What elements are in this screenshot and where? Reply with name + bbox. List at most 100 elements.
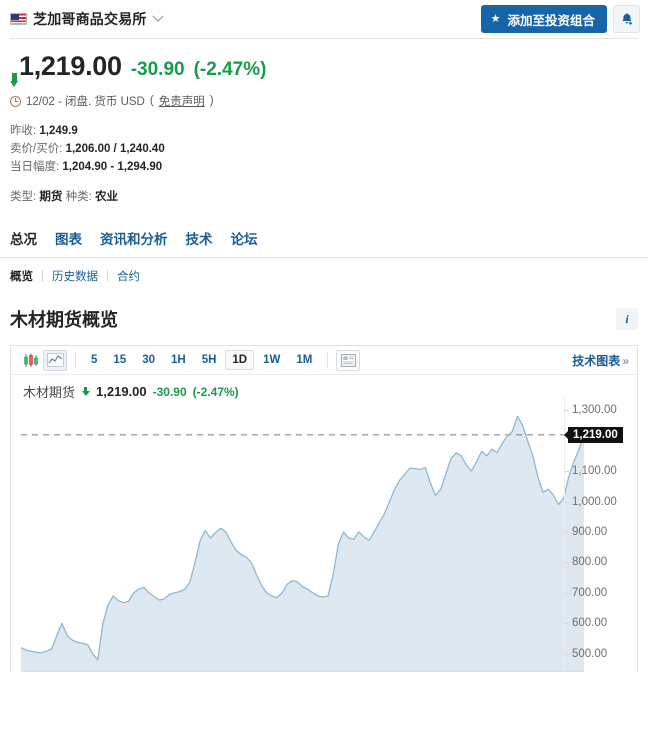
tab-overview[interactable]: 总况 <box>10 232 37 247</box>
clock-icon <box>10 95 21 107</box>
chart-plot-area[interactable]: 500.00 600.00 700.00 800.00 900.00 1,000.00 1,… <box>11 398 637 672</box>
timeframe-5[interactable]: 5 <box>91 354 98 366</box>
y-axis-tick-label: 1,300.00 <box>565 404 617 416</box>
subtab-overview[interactable]: 概览 <box>10 271 33 283</box>
area-fill <box>21 416 584 672</box>
y-axis-tick-label: 700.00 <box>565 587 607 599</box>
price-change-percent: (-2.47%) <box>193 59 267 80</box>
y-axis: 500.00 600.00 700.00 800.00 900.00 1,000.00 1,… <box>564 398 637 672</box>
category-label: 种类: <box>65 191 92 203</box>
subtab-separator: | <box>41 270 44 282</box>
stat-row: 昨收: 1,249.9 <box>10 122 638 140</box>
technical-chart-label: 技术图表 <box>572 353 621 368</box>
subtab-historical-data[interactable]: 历史数据 <box>52 271 98 283</box>
disclaimer-link[interactable]: 免责声明 <box>158 96 205 108</box>
line-chart-button[interactable] <box>43 349 67 371</box>
create-alert-button[interactable] <box>613 5 640 33</box>
stat-row: 卖价/买价: 1,206.00 / 1,240.40 <box>10 140 638 158</box>
disclaimer-paren-close: ) <box>209 95 214 107</box>
y-axis-tick-mark <box>565 653 569 655</box>
timeframe-list: 5 15 30 1H 5H 1D 1W 1M <box>84 350 319 370</box>
tab-charts[interactable]: 图表 <box>55 232 82 247</box>
y-axis-tick-mark <box>565 562 569 564</box>
main-tabs: 总况 图表 资讯和分析 技术 论坛 <box>10 224 638 257</box>
stat-label: 当日幅度: <box>10 161 60 173</box>
add-to-portfolio-button[interactable]: ★ 添加至投资组合 <box>480 5 607 33</box>
price-change: -30.90 <box>130 59 185 80</box>
market-status-line: 12/02 - 闭盘. 货币 USD (免责声明) <box>10 93 638 109</box>
type-value: 期货 <box>39 191 63 203</box>
timeframe-1m[interactable]: 1M <box>296 354 313 366</box>
header-actions: ★ 添加至投资组合 <box>480 5 640 33</box>
header-divider <box>10 38 638 39</box>
star-icon: ★ <box>490 12 501 25</box>
main-tabs-bar: 总况 图表 资讯和分析 技术 论坛 <box>0 224 648 258</box>
toolbar-separator <box>327 352 329 368</box>
chart-legend-change-percent: (-2.47%) <box>192 384 239 399</box>
y-axis-tick-label: 600.00 <box>565 617 607 629</box>
y-axis-tick-label: 1,000.00 <box>565 496 617 508</box>
tab-forum[interactable]: 论坛 <box>230 232 258 247</box>
current-price-badge: 1,219.00 <box>564 426 623 443</box>
timeframe-1d[interactable]: 1D <box>225 350 255 370</box>
y-axis-tick-label: 1,100.00 <box>565 465 617 477</box>
y-axis-tick-mark <box>565 410 569 412</box>
price-line <box>21 415 584 661</box>
y-axis-tick-label: 500.00 <box>565 648 607 660</box>
toolbar-separator <box>75 352 76 368</box>
timeframe-1h[interactable]: 1H <box>171 354 186 366</box>
candlestick-chart-button[interactable] <box>19 350 43 371</box>
category-value: 农业 <box>95 191 119 203</box>
line-chart-icon <box>46 353 64 367</box>
chart-legend-name: 木材期货 <box>23 385 76 400</box>
y-axis-tick-mark <box>565 501 569 503</box>
timeframe-15[interactable]: 15 <box>113 354 127 366</box>
y-axis-tick-mark <box>565 592 569 594</box>
timeframe-30[interactable]: 30 <box>142 354 155 366</box>
chart-legend-change: -30.90 <box>152 384 187 399</box>
add-to-portfolio-label: 添加至投资组合 <box>507 13 595 28</box>
subtab-contracts[interactable]: 合约 <box>117 271 140 283</box>
badge-pointer-icon <box>564 430 568 439</box>
bell-alert-icon <box>621 12 632 25</box>
chart-baseline <box>21 671 584 672</box>
chart-legend-price: 1,219.00 <box>96 384 147 399</box>
tab-news-analysis[interactable]: 资讯和分析 <box>100 232 168 247</box>
page-title: 木材期货概览 <box>10 310 118 330</box>
y-axis-tick-label: 800.00 <box>565 556 607 568</box>
section-header: 木材期货概览 i <box>0 284 648 332</box>
stat-label: 卖价/买价: <box>10 143 63 155</box>
arrow-down-icon <box>81 386 90 397</box>
market-status-text: 12/02 - 闭盘. 货币 USD <box>26 96 145 108</box>
y-axis-tick-mark <box>565 532 569 533</box>
exchange-name: 芝加哥商品交易所 <box>33 11 147 27</box>
subtab-separator: | <box>106 270 109 282</box>
us-flag-icon <box>10 13 27 25</box>
exchange-selector[interactable]: 芝加哥商品交易所 <box>10 9 164 29</box>
quote-stats: 昨收: 1,249.9 卖价/买价: 1,206.00 / 1,240.40 当… <box>0 109 648 176</box>
top-header-bar: 芝加哥商品交易所 ★ 添加至投资组合 <box>0 0 648 38</box>
y-axis-tick-mark <box>565 471 569 473</box>
stat-row: 当日幅度: 1,204.90 - 1,294.90 <box>10 158 638 176</box>
timeframe-1w[interactable]: 1W <box>263 354 281 366</box>
timeframe-5h[interactable]: 5H <box>201 354 217 366</box>
y-axis-tick-mark <box>565 623 569 625</box>
news-overlay-button[interactable] <box>336 349 361 371</box>
candlestick-chart-icon <box>24 353 38 367</box>
type-label: 类型: <box>10 191 37 203</box>
price-row: 1,219.00 -30.90 (-2.47%) <box>10 51 638 87</box>
chart-toolbar: 5 15 30 1H 5H 1D 1W 1M 技术图表» <box>11 346 637 375</box>
stat-value: 1,204.90 - 1,294.90 <box>62 161 163 173</box>
tab-technical[interactable]: 技术 <box>185 232 213 247</box>
info-icon[interactable]: i <box>616 308 638 330</box>
y-axis-tick-label: 900.00 <box>565 526 607 538</box>
sub-tabs: 概览 | 历史数据 | 合约 <box>0 258 648 284</box>
instrument-meta: 类型: 期货 种类: 农业 <box>0 176 648 204</box>
price-area-chart[interactable] <box>21 398 584 672</box>
technical-chart-link[interactable]: 技术图表» <box>572 352 629 369</box>
stat-label: 昨收: <box>10 125 37 137</box>
quote-block: 1,219.00 -30.90 (-2.47%) 12/02 - 闭盘. 货币 … <box>0 39 648 109</box>
last-price: 1,219.00 <box>19 51 122 81</box>
chevron-down-icon[interactable] <box>151 10 164 22</box>
double-chevron-right-icon: » <box>622 353 629 368</box>
